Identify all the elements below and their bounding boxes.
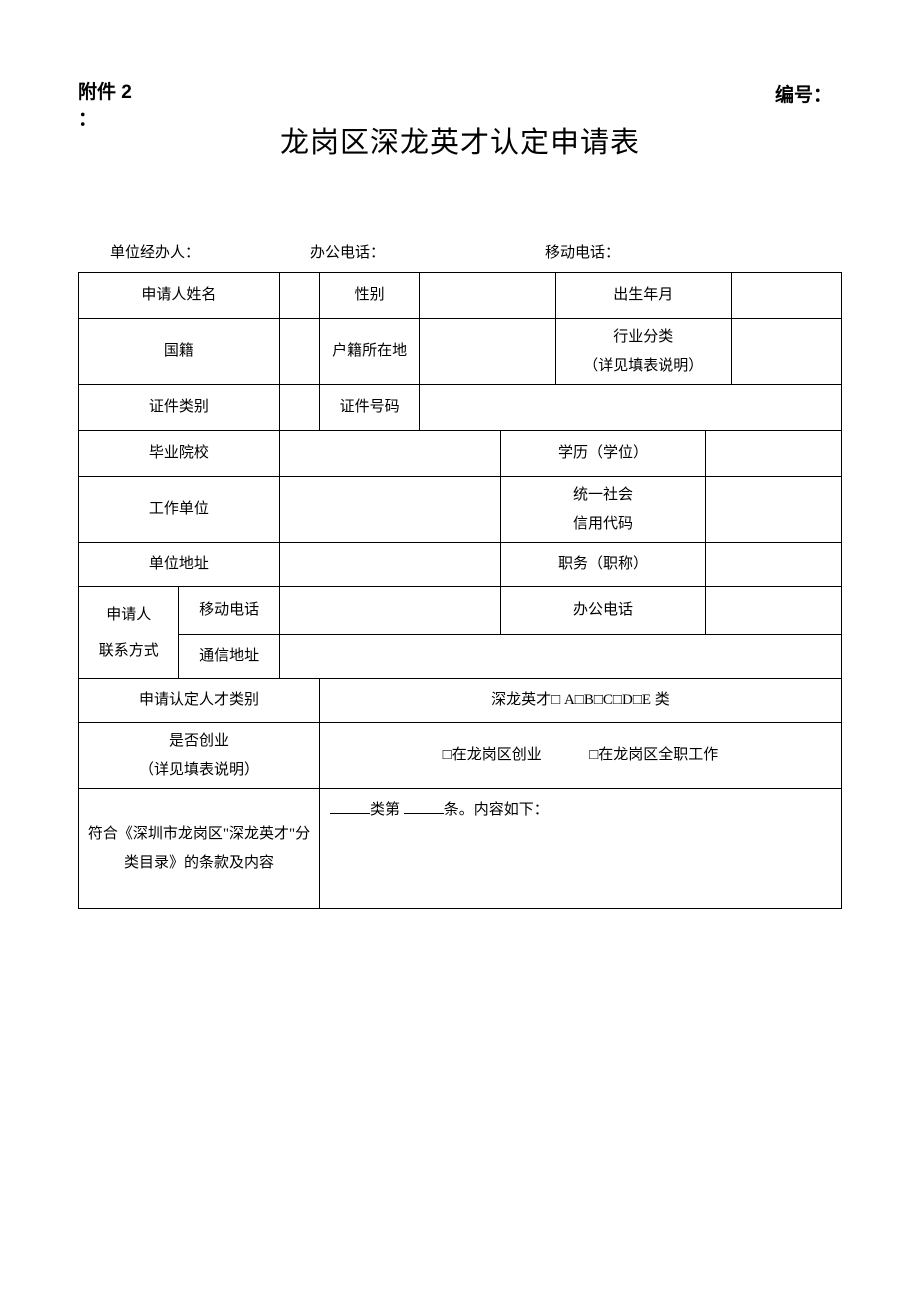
startup-opt1: □在龙岗区创业 (443, 747, 542, 763)
clause-b: 条。内容如下： (444, 802, 549, 818)
blank-category[interactable] (330, 799, 370, 814)
clause-a: 类第 (370, 802, 400, 818)
meta-row: 单位经办人： 办公电话： 移动电话： (78, 241, 842, 262)
label-mobile: 移动电话 (179, 587, 279, 635)
handler-label: 单位经办人： (110, 241, 310, 262)
attachment-label: 附件 2 ： (78, 80, 138, 133)
field-mail-addr[interactable] (279, 635, 841, 679)
label-position: 职务（职称） (500, 543, 706, 587)
label-nationality: 国籍 (79, 319, 280, 385)
label-credit-code: 统一社会 信用代码 (500, 477, 706, 543)
field-position[interactable] (706, 543, 842, 587)
label-industry: 行业分类 （详见填表说明） (555, 319, 731, 385)
field-unit-addr[interactable] (279, 543, 500, 587)
field-work-unit[interactable] (279, 477, 500, 543)
label-hukou: 户籍所在地 (319, 319, 419, 385)
application-table: 申请人姓名 性别 出生年月 国籍 户籍所在地 行业分类 （详见填表说明） 证件类… (78, 272, 842, 909)
field-id-number[interactable] (420, 385, 842, 431)
mobile-label: 移动电话： (545, 241, 842, 262)
credit-line1: 统一社会 (573, 487, 633, 503)
label-mail-addr: 通信地址 (179, 635, 279, 679)
label-contact: 申请人 联系方式 (79, 587, 179, 679)
startup-opt2: □在龙岗区全职工作 (589, 747, 718, 763)
label-dob: 出生年月 (555, 273, 731, 319)
field-compliance[interactable]: 类第 条。内容如下： (319, 789, 841, 909)
page-title: 龙岗区深龙英才认定申请表 (78, 119, 842, 161)
label-office-tel: 办公电话 (500, 587, 706, 635)
field-school[interactable] (279, 431, 500, 477)
field-mobile[interactable] (279, 587, 500, 635)
credit-line2: 信用代码 (573, 516, 633, 532)
industry-line1: 行业分类 (613, 329, 673, 345)
field-talent-category[interactable]: 深龙英才□ A□B□C□D□E 类 (319, 679, 841, 723)
field-hukou[interactable] (420, 319, 556, 385)
industry-line2: （详见填表说明） (583, 358, 703, 374)
serial-label: 编号： (775, 80, 832, 107)
field-dob[interactable] (731, 273, 841, 319)
label-id-type: 证件类别 (79, 385, 280, 431)
blank-article[interactable] (404, 799, 444, 814)
label-id-number: 证件号码 (319, 385, 419, 431)
field-degree[interactable] (706, 431, 842, 477)
label-compliance: 符合《深圳市龙岗区"深龙英才"分类目录》的条款及内容 (79, 789, 320, 909)
label-applicant-name: 申请人姓名 (79, 273, 280, 319)
label-unit-addr: 单位地址 (79, 543, 280, 587)
field-startup[interactable]: □在龙岗区创业 □在龙岗区全职工作 (319, 723, 841, 789)
field-industry[interactable] (731, 319, 841, 385)
startup-l1: 是否创业 (169, 733, 229, 749)
contact-l1: 申请人 (106, 607, 151, 623)
field-office-tel[interactable] (706, 587, 842, 635)
label-degree: 学历（学位） (500, 431, 706, 477)
field-id-type[interactable] (279, 385, 319, 431)
field-nationality[interactable] (279, 319, 319, 385)
field-credit-code[interactable] (706, 477, 842, 543)
label-talent-category: 申请认定人才类别 (79, 679, 320, 723)
office-tel-label: 办公电话： (310, 241, 545, 262)
field-gender[interactable] (420, 273, 556, 319)
label-work-unit: 工作单位 (79, 477, 280, 543)
field-applicant-name[interactable] (279, 273, 319, 319)
startup-l2: （详见填表说明） (139, 762, 259, 778)
contact-l2: 联系方式 (99, 643, 159, 659)
label-school: 毕业院校 (79, 431, 280, 477)
label-startup: 是否创业 （详见填表说明） (79, 723, 320, 789)
attachment-line1: 附件 2 (78, 82, 132, 103)
attachment-line2: ： (78, 109, 97, 130)
label-gender: 性别 (319, 273, 419, 319)
